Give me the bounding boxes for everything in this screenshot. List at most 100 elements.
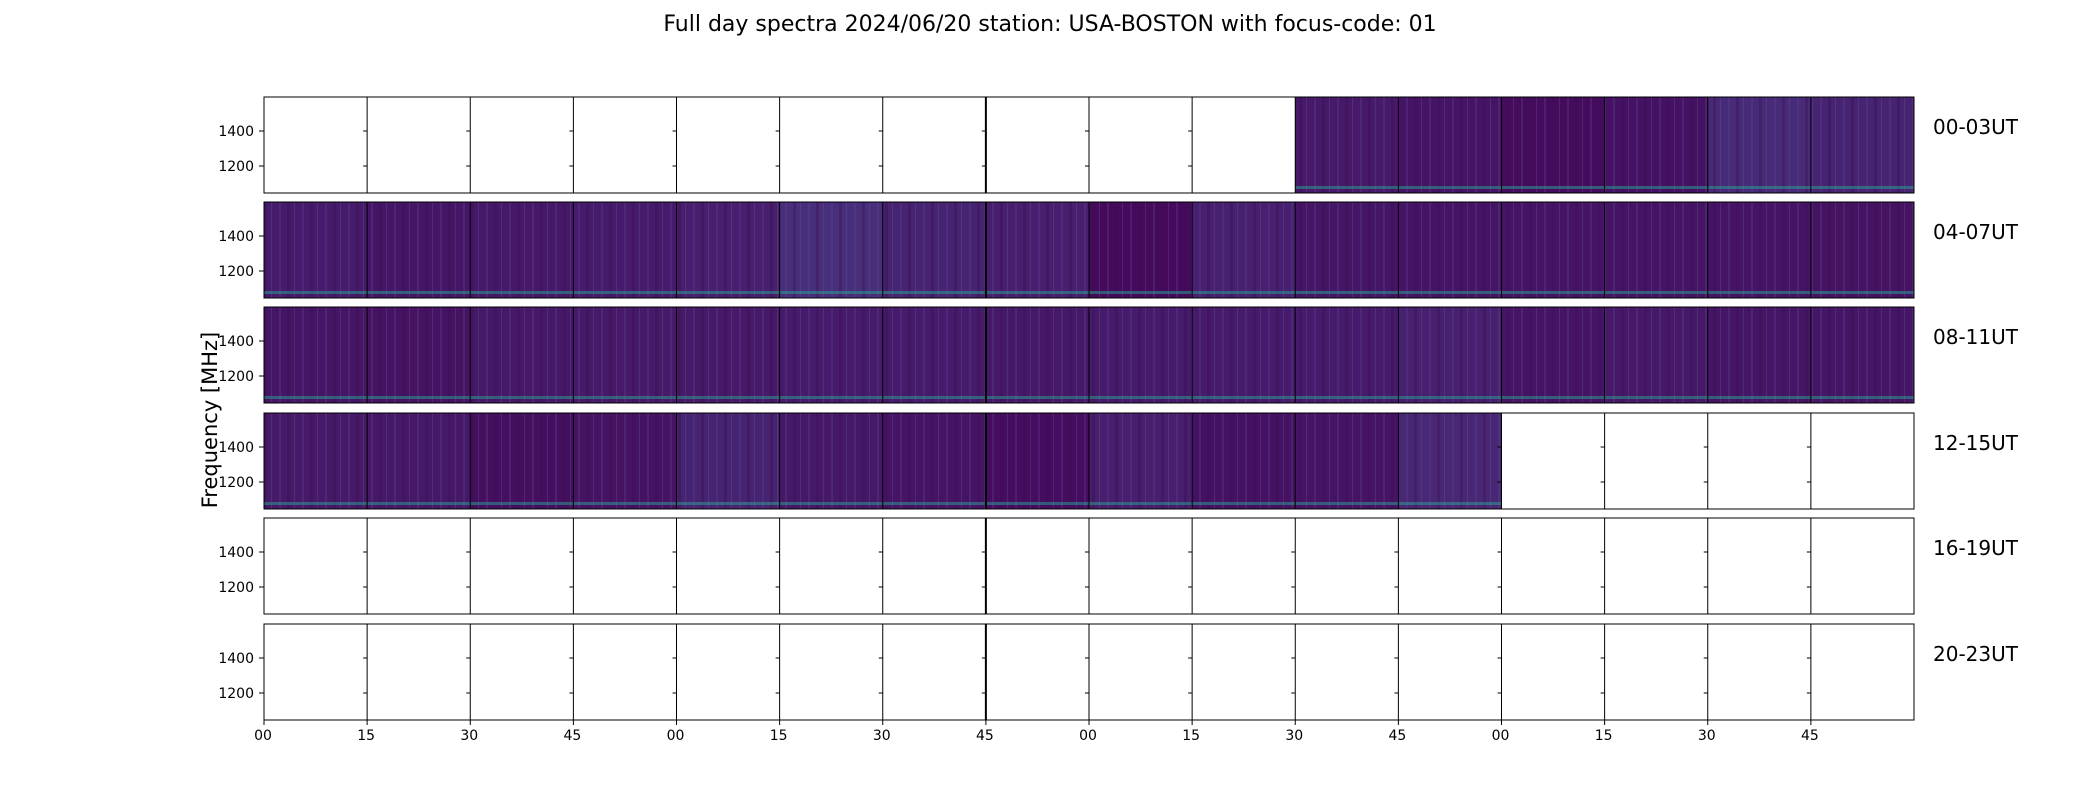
rfi-band	[676, 502, 780, 505]
empty-panel	[676, 518, 780, 614]
empty-panel	[264, 97, 368, 193]
spectrum-texture	[1192, 413, 1296, 509]
spectrum-texture	[882, 202, 986, 298]
row-frame	[263, 201, 1915, 299]
rfi-band	[1707, 186, 1811, 189]
spectrum-texture	[1501, 97, 1605, 193]
spectrum-texture	[1295, 202, 1399, 298]
x-tick-label: 00	[667, 728, 685, 744]
rfi-band	[573, 396, 677, 399]
empty-panel	[1089, 518, 1193, 614]
spectrum-texture	[1089, 413, 1193, 509]
empty-panel	[1707, 413, 1811, 509]
spectrum-texture	[1707, 307, 1811, 403]
row-frame	[263, 306, 1915, 404]
spectrum-texture	[676, 202, 780, 298]
row-label: 20-23UT	[1933, 642, 2019, 666]
empty-panel	[779, 518, 883, 614]
spectrum-texture	[985, 202, 1089, 298]
spectrum-texture	[779, 413, 883, 509]
empty-panel	[1192, 97, 1296, 193]
spectrum-texture	[1810, 97, 1914, 193]
spectrum-texture	[1501, 202, 1605, 298]
rfi-band	[1295, 396, 1399, 399]
empty-panel	[1810, 413, 1914, 509]
spectra-row: 1400 1200 00-03UT	[218, 96, 2019, 194]
spectrum-texture	[1192, 202, 1296, 298]
spectrum-texture	[470, 307, 574, 403]
y-tick-label: 1200	[218, 369, 254, 385]
row-frame	[263, 412, 1915, 510]
empty-panel	[1604, 518, 1708, 614]
y-tick-label: 1400	[218, 334, 254, 350]
x-tick-label: 15	[1595, 728, 1613, 744]
spectra-row: 1400 1200 16-19UT	[218, 517, 2019, 615]
rfi-band	[1604, 186, 1708, 189]
rfi-band	[264, 291, 368, 294]
rfi-band	[1604, 291, 1708, 294]
rfi-band	[367, 396, 471, 399]
spectrum-texture	[573, 413, 677, 509]
y-tick-label: 1200	[218, 264, 254, 280]
x-tick-label: 15	[770, 728, 788, 744]
empty-panel	[1192, 518, 1296, 614]
rfi-band	[882, 291, 986, 294]
spectrum-texture	[882, 413, 986, 509]
empty-panel	[1604, 624, 1708, 720]
spectrum-texture	[1810, 202, 1914, 298]
rfi-band	[1810, 396, 1914, 399]
spectrum-texture	[1398, 307, 1502, 403]
empty-panel	[470, 97, 574, 193]
empty-panel	[985, 518, 1089, 614]
empty-panel	[1295, 624, 1399, 720]
empty-panel	[676, 97, 780, 193]
empty-panel	[1501, 413, 1605, 509]
rfi-band	[470, 396, 574, 399]
rfi-band	[1810, 291, 1914, 294]
empty-panel	[676, 624, 780, 720]
spectrum-texture	[1089, 307, 1193, 403]
rfi-band	[1501, 396, 1605, 399]
spectrum-texture	[1398, 97, 1502, 193]
y-tick-label: 1400	[218, 440, 254, 456]
x-tick-label: 00	[254, 728, 272, 744]
x-tick-label: 30	[1698, 728, 1716, 744]
spectrum-texture	[264, 202, 368, 298]
spectrum-texture	[985, 413, 1089, 509]
x-tick-label: 45	[976, 728, 994, 744]
rfi-band	[1089, 396, 1193, 399]
empty-panel	[367, 624, 471, 720]
y-tick-label: 1200	[218, 475, 254, 491]
rfi-band	[1295, 186, 1399, 189]
spectrum-texture	[1089, 202, 1193, 298]
spectrum-texture	[1295, 413, 1399, 509]
empty-panel	[1501, 518, 1605, 614]
empty-panel	[1398, 624, 1502, 720]
empty-panel	[779, 624, 883, 720]
empty-panel	[264, 518, 368, 614]
spectrum-texture	[367, 413, 471, 509]
empty-panel	[882, 97, 986, 193]
rfi-band	[367, 291, 471, 294]
empty-panel	[985, 97, 1089, 193]
row-label: 12-15UT	[1933, 431, 2019, 455]
empty-panel	[882, 518, 986, 614]
rfi-band	[779, 502, 883, 505]
empty-panel	[1398, 518, 1502, 614]
x-tick-label: 45	[1801, 728, 1819, 744]
empty-panel	[779, 97, 883, 193]
empty-panel	[1089, 624, 1193, 720]
rfi-band	[779, 396, 883, 399]
spectra-row: 1400 1200 20-23UT	[218, 623, 2019, 721]
row-frame	[263, 517, 1915, 615]
rfi-band	[470, 291, 574, 294]
spectrum-texture	[1604, 202, 1708, 298]
empty-panel	[1810, 624, 1914, 720]
empty-panel	[1707, 518, 1811, 614]
x-tick-label: 45	[1388, 728, 1406, 744]
rfi-band	[1192, 291, 1296, 294]
spectrum-texture	[985, 307, 1089, 403]
spectrum-texture	[779, 202, 883, 298]
rfi-band	[264, 396, 368, 399]
